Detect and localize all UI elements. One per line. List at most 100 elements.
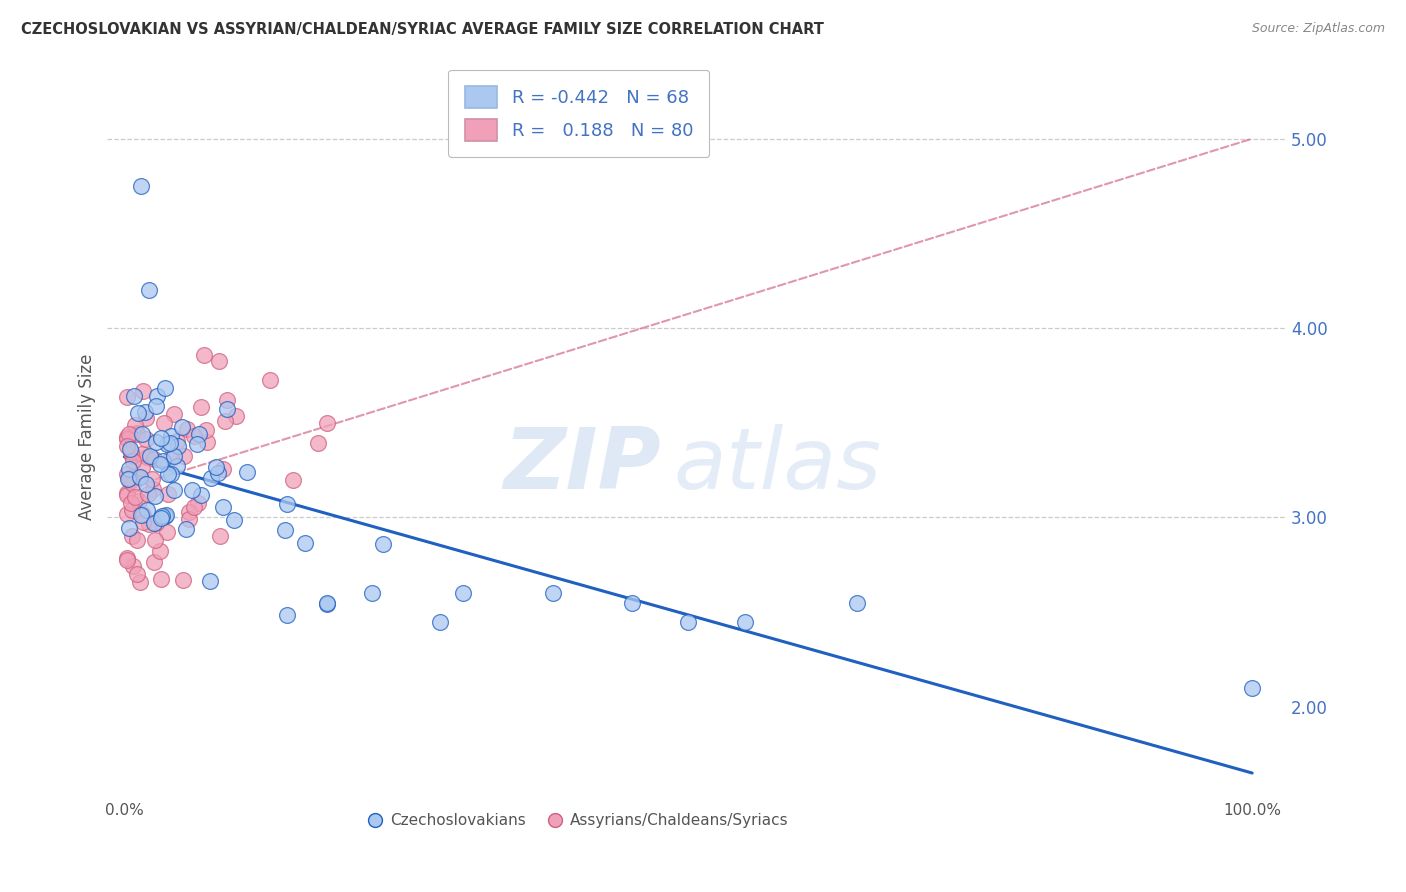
Point [117,472,139,486]
Point [118,474,141,488]
Point [115,467,138,481]
Point [153,381,176,395]
Point [143,555,166,569]
Point [136,450,159,464]
Point [186,437,208,451]
Point [152,454,174,468]
Point [120,469,142,483]
Point [125,426,148,441]
Point [150,572,173,586]
Y-axis label: Average Family Size: Average Family Size [79,354,96,520]
Point [118,442,141,457]
Point [155,508,177,522]
Point [135,477,157,491]
Point [193,348,215,362]
Point [143,489,166,503]
Text: ZIP: ZIP [503,424,661,507]
Point [194,423,217,437]
Point [190,488,212,502]
Point [160,429,183,443]
Point [131,384,153,398]
Point [122,389,145,403]
Point [294,536,316,550]
Point [195,434,218,449]
Point [115,552,138,566]
Point [115,507,138,521]
Point [129,179,152,194]
Point [128,494,150,508]
Point [131,460,153,475]
Point [135,433,157,447]
Point [118,471,141,485]
Point [121,503,143,517]
Point [138,517,160,532]
Point [118,462,141,476]
Point [176,522,198,536]
Point [188,427,211,442]
Point [159,436,181,450]
Point [157,467,180,481]
Point [225,409,247,423]
Point [134,405,156,419]
Point [166,458,188,473]
Point [125,470,148,484]
Point [620,596,643,610]
Point [217,392,239,407]
Text: CZECHOSLOVAKIAN VS ASSYRIAN/CHALDEAN/SYRIAC AVERAGE FAMILY SIZE CORRELATION CHAR: CZECHOSLOVAKIAN VS ASSYRIAN/CHALDEAN/SYR… [21,22,824,37]
Point [128,470,150,484]
Point [121,449,143,463]
Point [200,471,222,485]
Point [115,430,138,444]
Point [142,452,165,467]
Point [115,391,138,405]
Point [846,596,869,610]
Point [135,410,157,425]
Point [122,477,145,491]
Point [156,436,179,450]
Point [212,500,235,515]
Point [200,574,222,588]
Point [160,467,183,482]
Point [124,418,146,433]
Point [127,427,149,442]
Point [150,431,173,445]
Point [541,586,564,600]
Point [160,451,183,466]
Point [214,414,236,428]
Point [173,449,195,463]
Point [143,533,166,547]
Point [163,483,186,498]
Point [179,511,201,525]
Point [224,513,246,527]
Point [132,508,155,522]
Point [142,482,165,496]
Point [136,503,159,517]
Point [204,459,226,474]
Point [156,525,179,540]
Point [121,529,143,543]
Point [451,586,474,600]
Point [141,472,163,486]
Legend: Czechoslovakians, Assyrians/Chaldeans/Syriacs: Czechoslovakians, Assyrians/Chaldeans/Sy… [363,806,794,834]
Point [236,466,259,480]
Point [124,491,146,505]
Point [207,466,229,480]
Point [172,573,194,587]
Point [259,373,281,387]
Point [361,586,384,600]
Point [215,401,238,416]
Point [163,408,186,422]
Text: Source: ZipAtlas.com: Source: ZipAtlas.com [1251,22,1385,36]
Point [136,486,159,500]
Point [131,507,153,521]
Point [316,416,339,430]
Point [127,405,149,419]
Point [1241,681,1264,695]
Point [176,422,198,436]
Point [145,516,167,530]
Point [139,449,162,463]
Point [208,529,231,543]
Point [208,354,231,368]
Point [181,483,204,498]
Point [145,399,167,413]
